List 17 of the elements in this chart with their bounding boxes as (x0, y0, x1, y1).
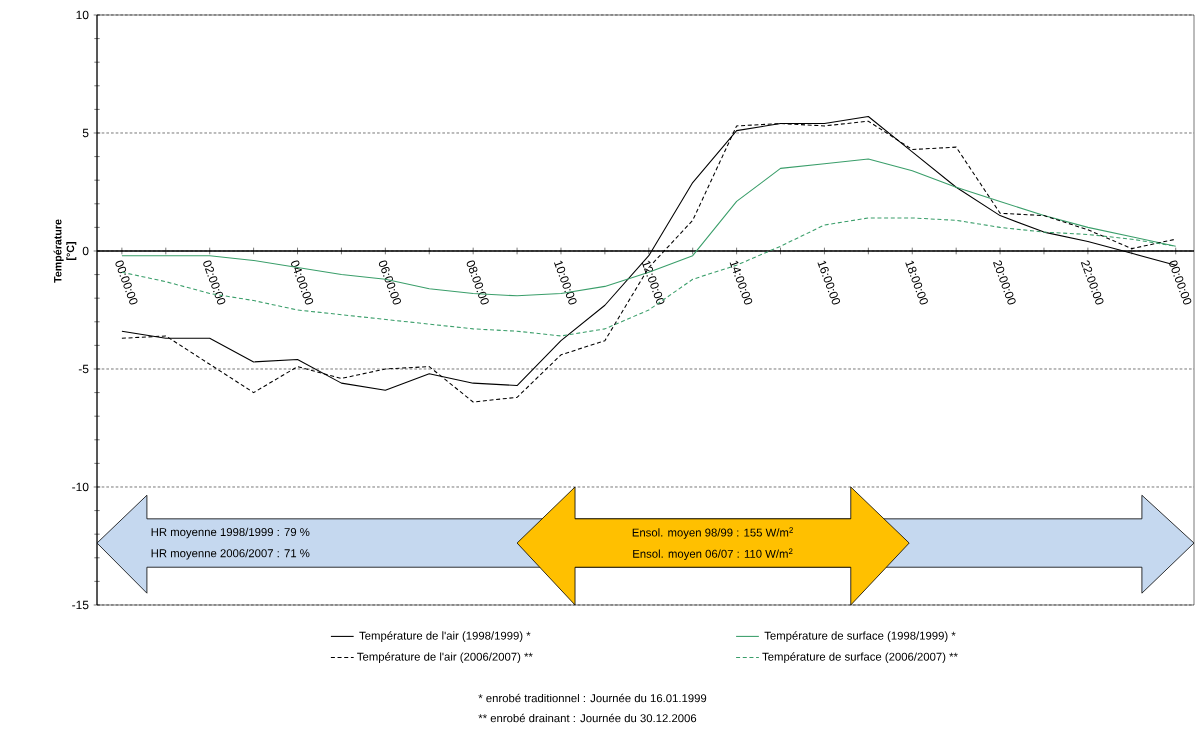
y-axis-title: Température [°C] (53, 219, 77, 283)
y-tick-label: -10 (72, 482, 89, 492)
annotation: Ensol. moyen 06/07 : 110 W/m$^{2}$ (633, 548, 793, 561)
legend-label: Température de surface (2006/2007) ** (762, 652, 958, 663)
y-tick-label: 0 (82, 246, 89, 256)
y-tick-label: -15 (72, 600, 89, 610)
annotation: Ensol. moyen 98/99 : 155 W/m$^{2}$ (632, 527, 793, 539)
legend-label: Température de l'air (2006/2007) ** (357, 652, 533, 663)
y-tick-label: -5 (78, 364, 89, 374)
annotation: HR moyenne 1998/1999 : 79 % (151, 527, 310, 539)
text: ** enrobé drainant : Journée du 30.12.2006 (478, 713, 697, 723)
text: * enrobé traditionnel : Journée du 16.01.1999 (478, 693, 707, 703)
y-tick-label: 5 (82, 128, 89, 138)
y-tick-label: 10 (76, 10, 89, 20)
legend-label: Température de l'air (1998/1999) * (359, 631, 531, 642)
legend-label: Température de surface (1998/1999) * (764, 631, 956, 642)
annotation: HR moyenne 2006/2007 : 71 % (151, 548, 310, 560)
